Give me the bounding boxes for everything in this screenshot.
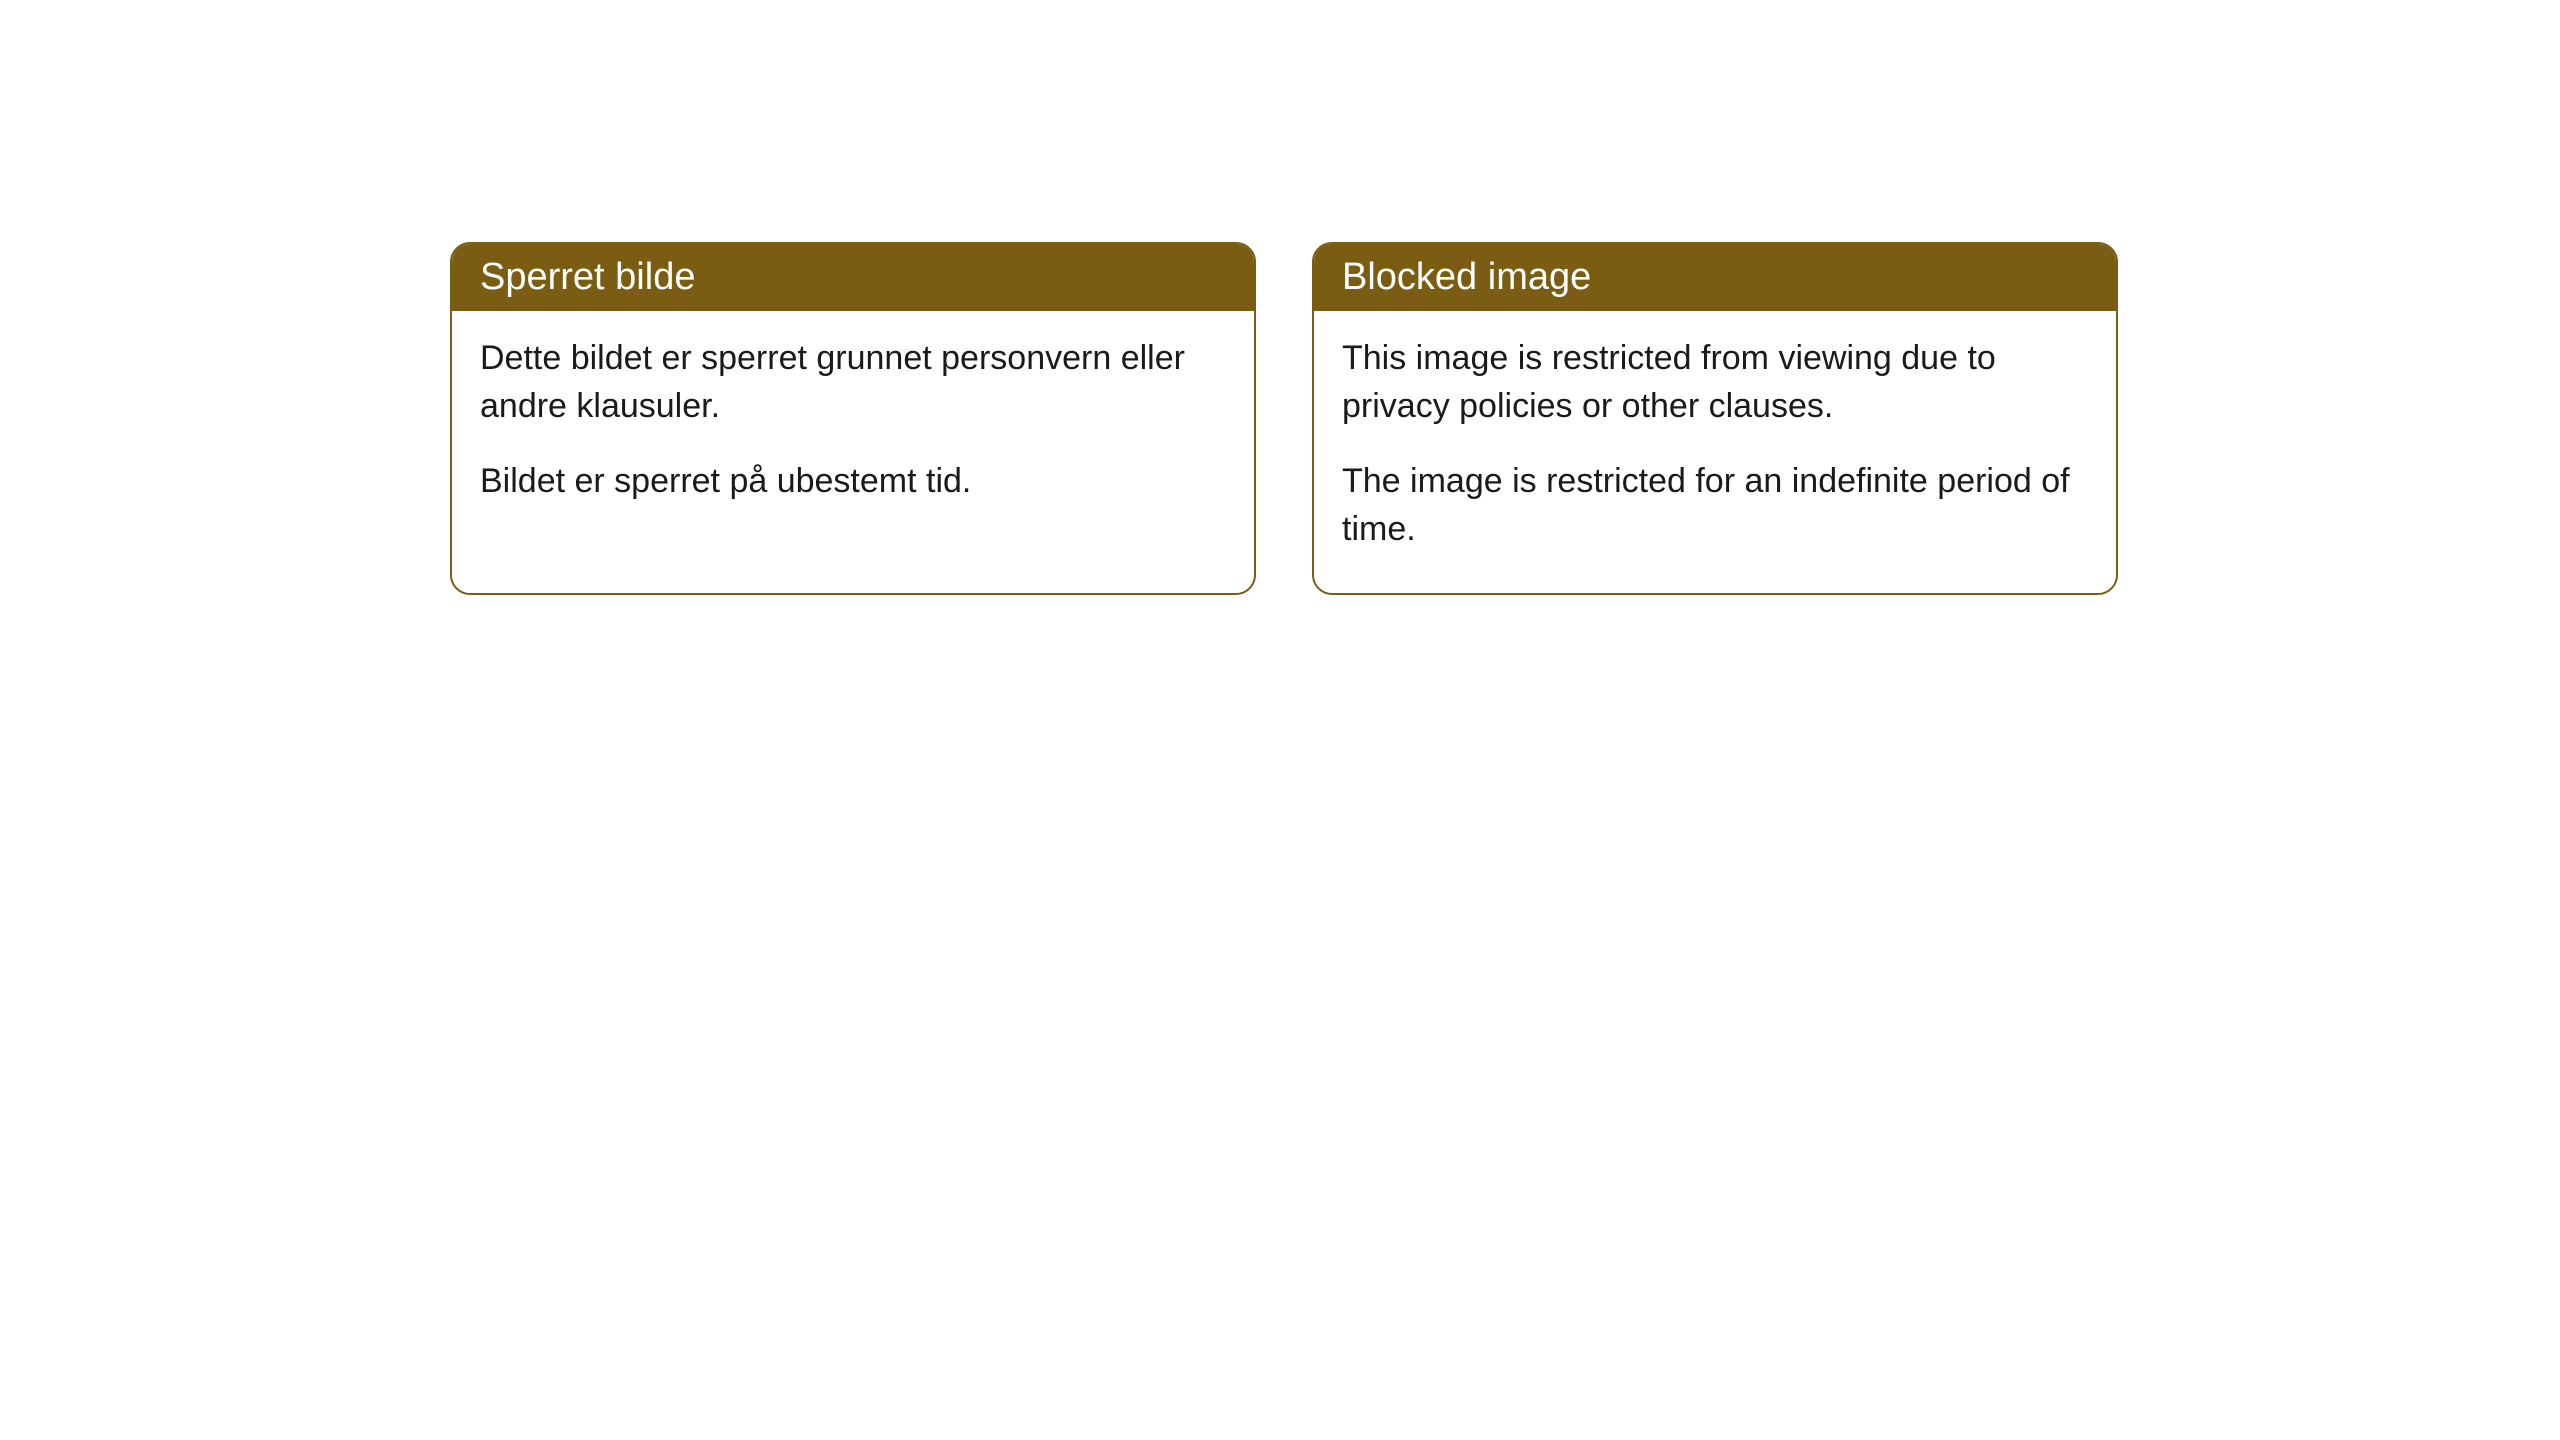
card-paragraph: Bildet er sperret på ubestemt tid. — [480, 458, 1226, 506]
card-body: Dette bildet er sperret grunnet personve… — [452, 311, 1254, 546]
blocked-image-card-english: Blocked image This image is restricted f… — [1312, 242, 2118, 595]
card-paragraph: Dette bildet er sperret grunnet personve… — [480, 335, 1226, 430]
card-paragraph: The image is restricted for an indefinit… — [1342, 458, 2088, 553]
card-body: This image is restricted from viewing du… — [1314, 311, 2116, 593]
blocked-image-card-norwegian: Sperret bilde Dette bildet er sperret gr… — [450, 242, 1256, 595]
card-container: Sperret bilde Dette bildet er sperret gr… — [0, 0, 2560, 595]
card-header: Sperret bilde — [452, 244, 1254, 311]
card-header: Blocked image — [1314, 244, 2116, 311]
card-paragraph: This image is restricted from viewing du… — [1342, 335, 2088, 430]
